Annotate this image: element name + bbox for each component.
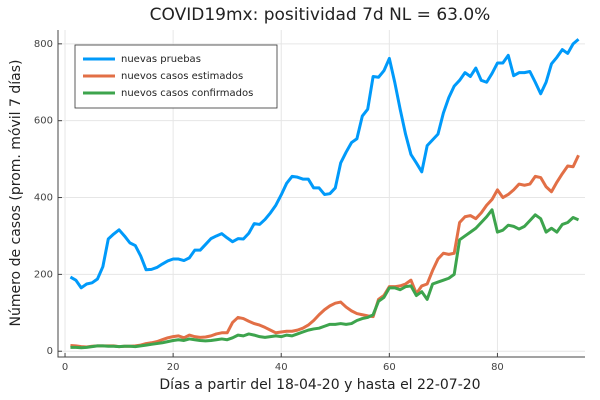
- x-tick-label: 0: [62, 362, 68, 373]
- line: [70, 154, 580, 349]
- x-tick-label: 40: [275, 362, 288, 373]
- x-tick-label: 20: [167, 362, 180, 373]
- y-tick-label: 400: [34, 193, 53, 204]
- x-tick-label: 80: [491, 362, 504, 373]
- axis: [57, 30, 585, 358]
- x-tick-label: 60: [383, 362, 396, 373]
- legend-label: nuevas pruebas: [121, 54, 201, 65]
- x-axis-label: Días a partir del 18-04-20 y hasta el 22…: [159, 377, 480, 393]
- y-axis-label: Número de casos (prom. móvil 7 días): [8, 60, 24, 327]
- y-tick-label: 800: [34, 39, 53, 50]
- y-tick-label: 0: [47, 346, 53, 357]
- line: [69, 38, 580, 290]
- y-tick-label: 600: [34, 116, 53, 127]
- chart-title: COVID19mx: positividad 7d NL = 63.0%: [150, 5, 491, 25]
- legend-label: nuevos casos confirmados: [121, 88, 253, 99]
- y-tick-label: 200: [34, 269, 53, 280]
- line: [70, 208, 580, 350]
- legend-label: nuevos casos estimados: [121, 71, 243, 82]
